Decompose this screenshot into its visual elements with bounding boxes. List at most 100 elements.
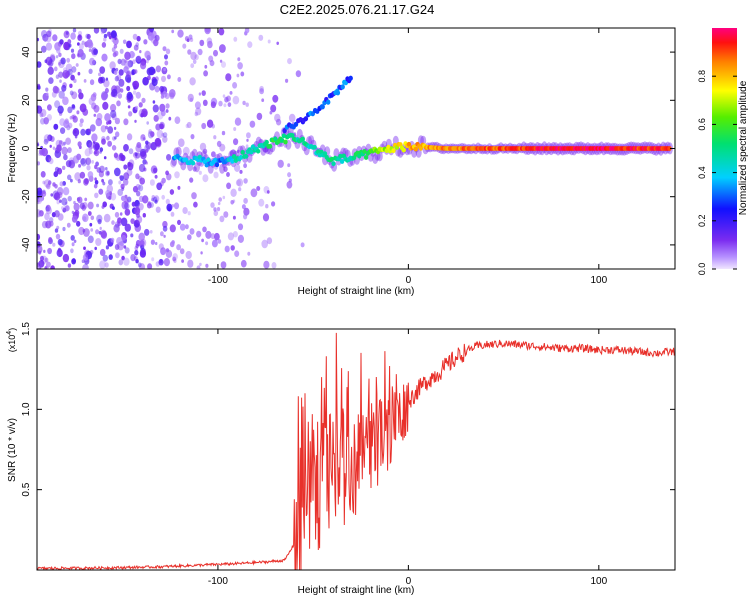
noise-speckle bbox=[83, 178, 89, 186]
noise-speckle bbox=[136, 142, 142, 149]
noise-speckle bbox=[37, 61, 42, 68]
noise-speckle bbox=[139, 263, 145, 269]
noise-speckle bbox=[99, 248, 106, 257]
noise-speckle bbox=[40, 171, 46, 178]
noise-speckle bbox=[63, 141, 66, 146]
noise-speckle bbox=[144, 50, 151, 59]
noise-speckle bbox=[232, 231, 238, 238]
noise-speckle bbox=[45, 87, 49, 92]
noise-speckle bbox=[288, 113, 296, 123]
ridge-point bbox=[230, 158, 235, 164]
noise-speckle bbox=[78, 164, 82, 168]
noise-speckle bbox=[108, 179, 113, 186]
noise-speckle bbox=[122, 39, 127, 45]
noise-speckle bbox=[111, 88, 118, 97]
colorbar-tick-label: 0.0 bbox=[697, 263, 707, 276]
noise-speckle bbox=[65, 137, 71, 145]
noise-speckle bbox=[208, 55, 214, 63]
noise-speckle bbox=[82, 263, 89, 269]
noise-speckle bbox=[82, 228, 86, 233]
noise-speckle bbox=[124, 198, 129, 205]
noise-speckle bbox=[52, 242, 56, 247]
noise-speckle bbox=[300, 242, 305, 248]
noise-speckle bbox=[86, 140, 93, 148]
noise-speckle bbox=[118, 180, 122, 185]
noise-speckle bbox=[57, 213, 64, 221]
noise-speckle bbox=[49, 144, 52, 148]
noise-speckle bbox=[295, 70, 302, 78]
noise-speckle bbox=[86, 39, 93, 47]
noise-speckle bbox=[163, 67, 167, 72]
ridge-point bbox=[401, 147, 406, 153]
noise-speckle bbox=[78, 43, 84, 50]
noise-speckle bbox=[133, 44, 139, 51]
noise-speckle bbox=[243, 163, 248, 169]
noise-speckle bbox=[128, 111, 133, 117]
noise-speckle bbox=[59, 181, 64, 187]
noise-speckle bbox=[217, 201, 221, 206]
noise-speckle bbox=[55, 55, 59, 59]
noise-speckle bbox=[246, 132, 251, 139]
noise-speckle bbox=[121, 195, 126, 201]
y-tick-label: 1.5 bbox=[21, 322, 32, 336]
noise-speckle bbox=[274, 113, 281, 123]
noise-speckle bbox=[185, 124, 189, 129]
x-tick-label: 0 bbox=[406, 576, 412, 587]
noise-speckle bbox=[106, 121, 109, 125]
noise-speckle bbox=[78, 92, 84, 100]
noise-speckle bbox=[105, 245, 109, 250]
noise-speckle bbox=[53, 123, 59, 130]
noise-speckle bbox=[123, 118, 129, 126]
noise-speckle bbox=[48, 156, 52, 161]
noise-speckle bbox=[103, 213, 111, 223]
noise-speckle bbox=[77, 42, 80, 46]
ridge-point bbox=[204, 162, 209, 168]
noise-speckle bbox=[94, 150, 98, 154]
noise-speckle bbox=[216, 207, 221, 212]
noise-speckle bbox=[226, 172, 230, 177]
noise-speckle bbox=[44, 212, 50, 221]
noise-speckle bbox=[162, 46, 167, 52]
noise-speckle bbox=[193, 201, 198, 208]
noise-speckle bbox=[247, 41, 253, 48]
noise-speckle bbox=[47, 66, 54, 75]
noise-speckle bbox=[130, 218, 135, 225]
noise-speckle bbox=[72, 115, 78, 123]
noise-speckle bbox=[262, 213, 270, 222]
noise-speckle bbox=[198, 92, 202, 96]
noise-speckle bbox=[93, 183, 98, 189]
ridge-point bbox=[213, 157, 218, 163]
noise-speckle bbox=[161, 75, 166, 83]
noise-speckle bbox=[98, 188, 104, 195]
spectrogram-y-ticks: -40 -20 0 20 40 bbox=[21, 46, 675, 252]
ridge-point bbox=[238, 155, 244, 160]
noise-speckle bbox=[83, 79, 87, 83]
noise-speckle bbox=[126, 40, 132, 49]
noise-speckle bbox=[135, 259, 139, 264]
noise-speckle bbox=[140, 134, 146, 142]
noise-speckle bbox=[205, 241, 209, 246]
noise-speckle bbox=[230, 200, 234, 205]
noise-speckle bbox=[117, 188, 123, 196]
noise-speckle bbox=[39, 255, 45, 262]
noise-speckle bbox=[47, 134, 53, 142]
noise-speckle bbox=[67, 195, 72, 202]
noise-speckle bbox=[153, 114, 159, 122]
noise-speckle bbox=[47, 60, 54, 68]
ridge-point bbox=[329, 156, 334, 162]
noise-speckle bbox=[240, 71, 245, 77]
noise-speckle bbox=[237, 57, 241, 62]
noise-speckle bbox=[224, 245, 230, 253]
noise-speckle bbox=[73, 202, 80, 211]
noise-speckle bbox=[227, 232, 234, 241]
noise-speckle bbox=[202, 226, 207, 233]
noise-speckle bbox=[213, 207, 217, 212]
noise-speckle bbox=[233, 138, 239, 146]
noise-speckle bbox=[94, 246, 97, 251]
noise-speckle bbox=[110, 30, 117, 39]
y-tick-label: 0.5 bbox=[21, 482, 32, 496]
noise-speckle bbox=[111, 38, 115, 43]
noise-speckle bbox=[46, 30, 52, 38]
noise-speckle bbox=[174, 116, 181, 124]
noise-speckle bbox=[62, 207, 67, 213]
